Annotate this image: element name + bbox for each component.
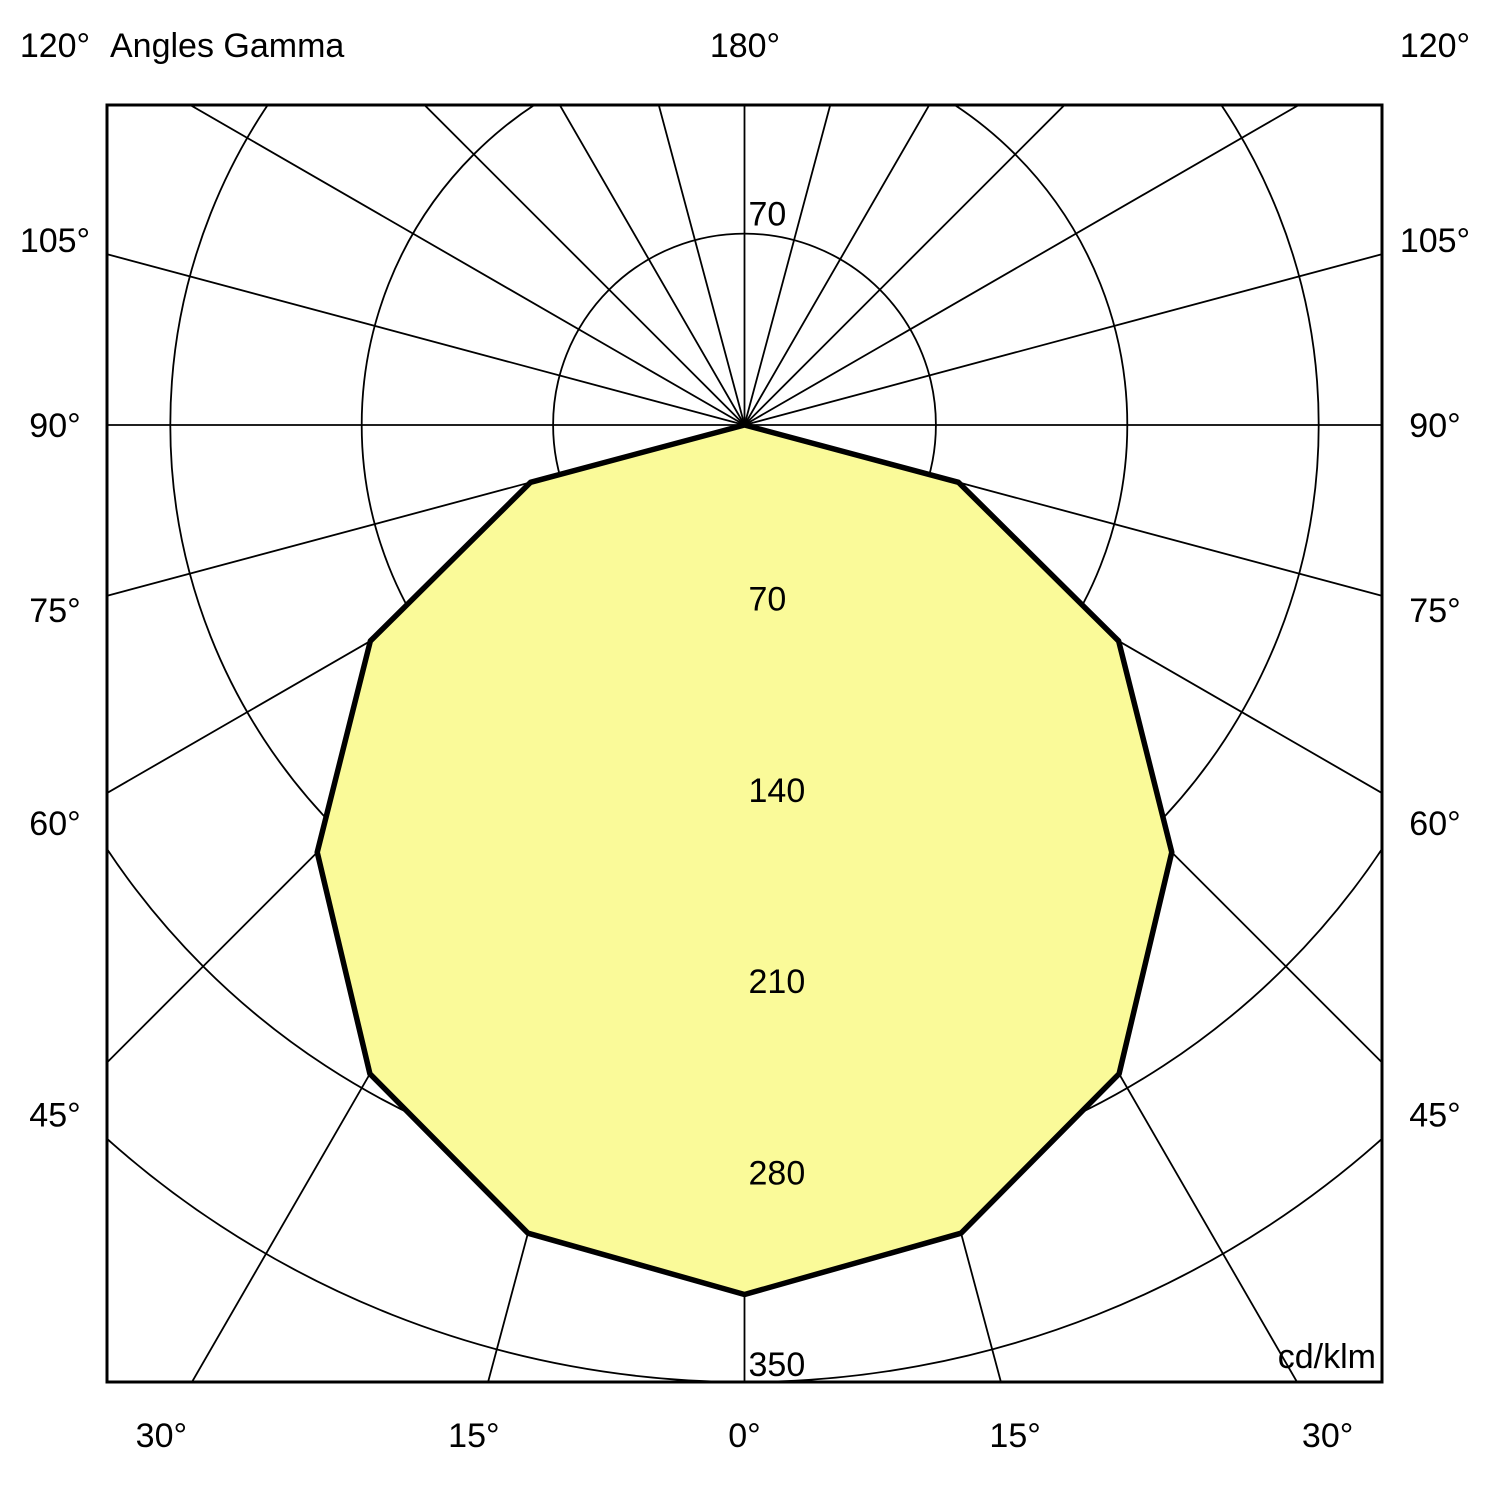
side-label-right-90: 90° bbox=[1409, 407, 1460, 445]
gamma-ray-150 bbox=[743, 105, 931, 426]
top-axis-label: 180° bbox=[710, 27, 780, 65]
ring-label-70: 70 bbox=[749, 580, 787, 618]
gamma-ray-210 bbox=[558, 105, 746, 426]
ring-label-140: 140 bbox=[749, 772, 806, 810]
gamma-ray-75 bbox=[744, 424, 1382, 597]
gamma-ray-165 bbox=[743, 105, 832, 426]
side-label-left-90: 90° bbox=[29, 407, 80, 445]
bottom-label-0: 30° bbox=[136, 1417, 187, 1455]
gamma-ray-225 bbox=[423, 105, 746, 426]
side-label-right-60: 60° bbox=[1409, 805, 1460, 843]
side-label-left-60: 60° bbox=[29, 805, 80, 843]
ring-label-280: 280 bbox=[749, 1155, 806, 1193]
chart-title: Angles Gamma bbox=[110, 27, 344, 65]
gamma-ray-285 bbox=[107, 424, 745, 597]
bottom-label-2: 0° bbox=[728, 1417, 761, 1455]
side-label-left-45: 45° bbox=[29, 1097, 80, 1135]
unit-label: cd/klm bbox=[1278, 1338, 1376, 1376]
intensity-curve-group bbox=[314, 422, 1175, 1298]
side-label-right-45: 45° bbox=[1409, 1097, 1460, 1135]
chart-frame bbox=[105, 103, 1384, 1384]
gamma-ray-240 bbox=[188, 105, 745, 426]
ring-label-top: 70 bbox=[749, 196, 787, 234]
bottom-label-1: 15° bbox=[448, 1417, 499, 1455]
bottom-label-3: 15° bbox=[989, 1417, 1040, 1455]
side-label-left-75: 75° bbox=[29, 592, 80, 630]
axis-labels: 70 70 140 210 280 350 120° 120° 105° 105° 90° 90° 75… bbox=[20, 27, 1470, 1455]
side-label-left-120: 120° bbox=[20, 27, 90, 65]
ring-label-350: 350 bbox=[749, 1346, 806, 1384]
side-label-left-105: 105° bbox=[20, 222, 90, 260]
side-label-right-75: 75° bbox=[1409, 592, 1460, 630]
side-label-right-105: 105° bbox=[1400, 222, 1470, 260]
gamma-ray-105 bbox=[744, 253, 1382, 426]
gamma-ray-195 bbox=[657, 105, 746, 426]
ring-label-210: 210 bbox=[749, 963, 806, 1001]
gamma-ray-120 bbox=[744, 105, 1301, 426]
gamma-ray-255 bbox=[107, 253, 745, 426]
bottom-label-4: 30° bbox=[1302, 1417, 1353, 1455]
intensity-curve bbox=[314, 422, 1175, 1298]
gamma-ray-135 bbox=[743, 105, 1066, 426]
side-label-right-120: 120° bbox=[1400, 27, 1470, 65]
